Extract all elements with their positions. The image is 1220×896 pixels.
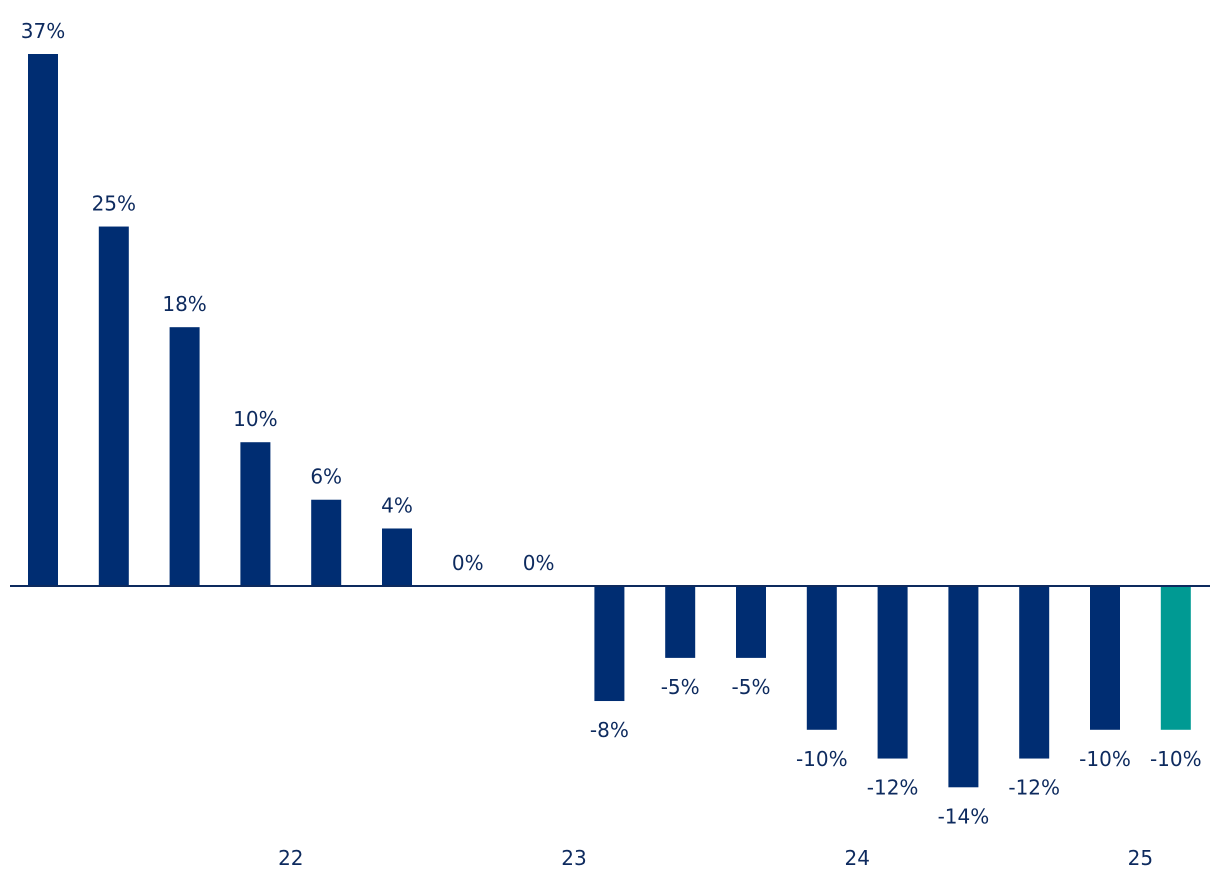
bar-4 [311,499,342,586]
bar-15 [1090,586,1120,730]
bar-14 [1019,586,1050,759]
bar-1 [98,226,129,587]
bar-13 [948,586,979,788]
data-label-5: 4% [381,493,413,517]
x-tick-label-25: 25 [1128,846,1153,870]
bar-0 [28,54,58,586]
data-label-10: -5% [732,675,771,699]
value-labels-group: 37% 25% 18% 10% 6% 4% 0% 0% -8% -5% -5% -10% -12% -14… [21,19,1202,828]
data-label-4: 6% [310,465,342,489]
data-label-7: 0% [523,551,555,575]
data-label-6: 0% [452,551,484,575]
bar-3 [240,442,271,586]
data-label-14: -12% [1008,776,1060,800]
bar-8 [594,586,625,702]
data-label-0: 37% [21,19,65,43]
x-tick-label-23: 23 [561,846,586,870]
x-tick-label-24: 24 [844,846,869,870]
data-label-12: -12% [867,776,919,800]
x-tick-label-22: 22 [278,846,303,870]
x-tick-labels-group: 22 23 24 25 [278,846,1153,870]
bar-2 [169,327,200,586]
bar-10 [736,586,766,658]
data-label-13: -14% [938,804,990,828]
data-label-16: -10% [1150,747,1202,771]
data-label-8: -8% [590,718,629,742]
bars-group [28,54,1191,788]
data-label-9: -5% [661,675,700,699]
bar-12 [877,586,908,759]
data-label-15: -10% [1079,747,1131,771]
bar-16 [1160,586,1191,730]
bar-9 [665,586,696,658]
data-label-3: 10% [233,407,277,431]
bar-11 [806,586,837,730]
bar-5 [382,528,412,586]
data-label-2: 18% [162,292,206,316]
data-label-1: 25% [92,192,136,216]
data-label-11: -10% [796,747,848,771]
